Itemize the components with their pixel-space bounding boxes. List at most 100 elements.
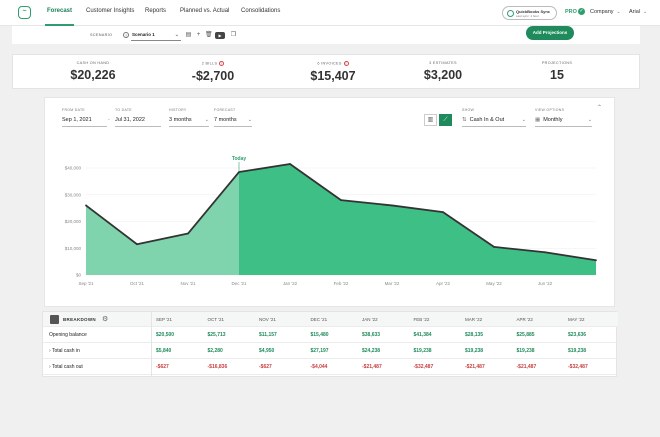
chevron-right-icon[interactable]: › [49, 348, 52, 354]
card-value: $15,407 [310, 69, 356, 83]
card-label: 2 BILLS [201, 61, 218, 66]
data-point [493, 246, 495, 248]
summary-card-bills[interactable]: 2 BILLS! -$2,700 [173, 55, 253, 90]
table-row: Opening balance $20,500 $25,713 $11,157 $15,… [43, 327, 618, 343]
card-value: $20,226 [70, 68, 116, 82]
to-date-value: Jul 31, 2022 [115, 117, 145, 123]
table-cell: $4,950 [259, 348, 275, 354]
to-date-label: TO DATE [115, 108, 132, 112]
chevron-up-icon[interactable]: ⌃ [597, 105, 603, 111]
font-selector[interactable]: Arial ⌄ [629, 9, 647, 15]
quickbooks-sync-button[interactable]: QuickBooks Sync Last sync: 1 hour [502, 6, 557, 20]
chevron-right-icon[interactable]: › [49, 364, 52, 370]
history-label: HISTORY [169, 108, 187, 112]
card-value: $3,200 [423, 68, 463, 82]
line-chart-toggle[interactable]: ⟋ [439, 114, 452, 126]
chevron-down-icon: ⌄ [521, 117, 526, 123]
x-tick-label: Jun '22 [538, 281, 553, 286]
table-cell: -$21,487 [362, 364, 382, 370]
company-label: Company [590, 9, 614, 15]
chevron-down-icon: ⌄ [247, 117, 252, 123]
tab-customer-insights[interactable]: Customer Insights [86, 8, 135, 14]
row-label: Total cash in [51, 348, 80, 354]
summary-card-invoices[interactable]: 6 INVOICES! $15,407 [293, 55, 373, 90]
tab-reports[interactable]: Reports [145, 8, 167, 14]
from-date-field[interactable]: Sep 1, 2021 [62, 115, 107, 127]
card-value: 15 [550, 68, 564, 82]
card-label: PROJECTIONS [541, 61, 573, 65]
table-cell: -$32,487 [413, 364, 434, 370]
date-range-dash: - [108, 117, 110, 123]
summary-card-estimates[interactable]: 3 ESTIMATES $3,200 [403, 55, 483, 90]
summary-card-cash-on-hand[interactable]: CASH ON HAND $20,226 [53, 55, 133, 90]
forecast-select[interactable]: 7 months ⌄ [214, 115, 252, 127]
table-cell: $28,135 [465, 332, 484, 338]
breakdown-table: BREAKDOWN ⚙ SEP '21 OCT '21 NOV '21 DEC '21… [42, 311, 618, 377]
x-tick-label: Jan '22 [283, 281, 298, 286]
y-tick-label: $30,000 [65, 192, 82, 197]
table-cell: $24,238 [362, 348, 381, 354]
y-tick-label: $0 [76, 273, 82, 278]
filter-icon: ⇅ [462, 117, 467, 123]
data-point [289, 163, 291, 165]
table-cell: $11,157 [259, 332, 277, 338]
top-nav: ~ Forecast Customer Insights Reports Pla… [0, 0, 660, 26]
forecast-area [239, 163, 596, 275]
qb-subtitle: Last sync: 1 hour [516, 14, 539, 18]
scenario-value: Scenario 1 [132, 32, 155, 37]
to-date-field[interactable]: Jul 31, 2022 [115, 115, 161, 127]
table-row[interactable]: › Total cash in $5,840 $2,280 $4,950 $27,197… [43, 343, 618, 359]
column-header: FEB '22 [413, 317, 430, 322]
forecast-chart-panel: FROM DATE Sep 1, 2021 - TO DATE Jul 31, … [44, 97, 615, 307]
data-point [85, 204, 87, 207]
x-tick-label: Sep '21 [78, 281, 94, 286]
gear-icon[interactable]: ⚙ [102, 316, 109, 323]
tab-consolidations[interactable]: Consolidations [241, 8, 281, 14]
data-point [442, 211, 444, 214]
app-logo-icon[interactable]: ~ [18, 6, 31, 19]
data-point [136, 243, 138, 246]
table-cell: -$4,044 [310, 364, 328, 370]
table-cell: $25,885 [516, 332, 535, 338]
history-value: 3 months [169, 117, 192, 123]
document-icon[interactable]: ▤ [185, 32, 192, 38]
card-value: -$2,700 [191, 69, 235, 83]
x-tick-label: Mar '22 [385, 281, 400, 286]
chevron-down-icon: ⌄ [174, 32, 179, 38]
scenario-select[interactable]: Scenario 1 ⌄ [131, 29, 181, 41]
data-point [187, 232, 189, 235]
warning-icon: ! [219, 61, 225, 66]
add-icon[interactable]: + [196, 32, 201, 38]
table-row[interactable]: › Total cash out -$627 -$16,836 -$627 -$4,04… [43, 359, 618, 375]
help-icon[interactable]: ? [123, 32, 129, 38]
show-select[interactable]: ⇅ Cash In & Out ⌄ [462, 115, 526, 127]
forecast-value: 7 months [214, 117, 237, 123]
copy-icon[interactable]: ❐ [230, 32, 237, 38]
column-header: NOV '21 [259, 317, 276, 322]
check-icon: ✓ [578, 8, 585, 15]
table-cell: $23,636 [568, 332, 587, 338]
table-cell: $19,238 [568, 348, 587, 354]
summary-card-projections[interactable]: PROJECTIONS 15 [517, 55, 597, 90]
qb-title: QuickBooks Sync [516, 9, 551, 14]
tab-planned-vs-actual[interactable]: Planned vs. Actual [180, 8, 230, 14]
add-projections-button[interactable]: Add Projections [526, 26, 574, 40]
video-icon[interactable]: ▶ [215, 32, 225, 39]
table-cell: $5,840 [156, 348, 172, 354]
column-header: JAN '22 [362, 317, 378, 322]
chevron-down-icon: ⌄ [587, 117, 592, 123]
column-header: APR '22 [516, 317, 533, 322]
trash-icon[interactable]: 🗑 [205, 32, 213, 38]
tab-forecast[interactable]: Forecast [44, 8, 75, 26]
history-select[interactable]: 3 months ⌄ [169, 115, 209, 127]
view-options-select[interactable]: ▦ Monthly ⌄ [535, 115, 592, 127]
column-header: DEC '21 [310, 317, 328, 322]
table-cell: $38,633 [362, 332, 381, 338]
y-tick-label: $20,000 [65, 219, 82, 224]
data-point [544, 251, 546, 254]
breakdown-title: BREAKDOWN [63, 317, 96, 322]
bar-chart-toggle[interactable]: ▥ [424, 114, 437, 126]
company-selector[interactable]: Company ⌄ [590, 9, 621, 15]
table-cell: $41,384 [413, 332, 432, 338]
from-date-label: FROM DATE [62, 108, 86, 112]
